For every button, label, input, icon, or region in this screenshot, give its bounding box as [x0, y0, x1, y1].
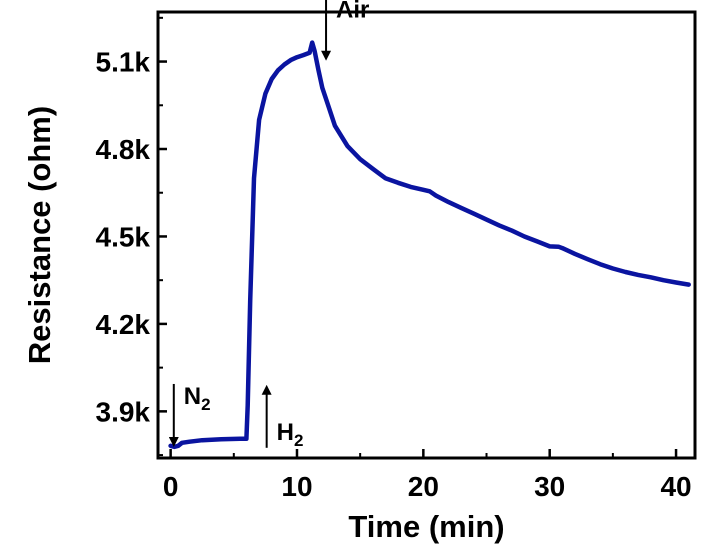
x-tick-label: 0: [163, 471, 179, 502]
annotation-subscript: 2: [201, 395, 210, 414]
series-line: [168, 40, 691, 450]
x-tick-label: 20: [408, 471, 439, 502]
annotation-label: H2: [277, 419, 304, 450]
annotation-text: N: [184, 383, 201, 410]
y-tick-label: 5.1k: [96, 47, 151, 78]
annotation-label: N2: [184, 383, 211, 414]
annotation-text: H: [277, 419, 294, 446]
y-tick-label: 3.9k: [96, 396, 151, 427]
y-tick-label: 4.8k: [96, 134, 151, 165]
x-tick-label: 10: [281, 471, 312, 502]
axis-ticks: 0 10 20 30 40 3.9k 4.2k 4.5k 4.8k 5.1k: [96, 16, 692, 502]
x-tick-label: 40: [660, 471, 691, 502]
x-axis-title: Time (min): [348, 509, 504, 544]
x-tick-label: 30: [534, 471, 565, 502]
plot-frame: [156, 10, 697, 460]
y-tick-label: 4.5k: [96, 221, 151, 252]
series-layer: [168, 40, 691, 450]
y-axis-title: Resistance (ohm): [22, 106, 57, 364]
annotation-subscript: 2: [294, 431, 303, 450]
y-tick-label: 4.2k: [96, 309, 151, 340]
